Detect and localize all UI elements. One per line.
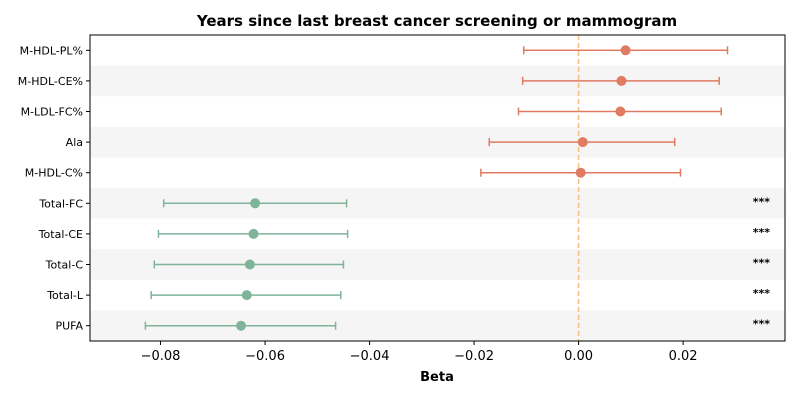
x-axis: −0.08 −0.06 −0.04 −0.02 0.00 0.02 [141, 341, 698, 364]
y-tick-label: Total-C [45, 259, 84, 272]
x-tick-label: −0.04 [350, 349, 390, 364]
plot-frame [89, 34, 786, 342]
point-estimate [577, 137, 588, 148]
significance-label: *** [753, 287, 771, 300]
x-tick-label: −0.08 [141, 349, 181, 364]
y-tick-label: Total-L [46, 289, 84, 302]
x-tick-label: −0.06 [245, 349, 285, 364]
row-band [90, 126, 785, 158]
point-estimate [244, 259, 255, 270]
y-tick-label: Ala [66, 136, 83, 149]
y-tick-label: M-HDL-C% [25, 167, 83, 180]
x-tick-label: 0.02 [669, 349, 698, 364]
point-estimate [616, 75, 627, 86]
significance-label: *** [753, 257, 771, 270]
y-tick-label: Total-FC [38, 197, 83, 210]
data-marks: *** *** *** *** *** [144, 45, 771, 331]
point-estimate [248, 228, 259, 239]
x-tick-label: −0.02 [454, 349, 494, 364]
significance-label: *** [753, 318, 771, 331]
chart-title: Years since last breast cancer screening… [196, 12, 677, 30]
x-tick-label: 0.00 [564, 349, 593, 364]
point-estimate [236, 320, 247, 331]
point-estimate [620, 45, 631, 56]
y-tick-label: PUFA [55, 320, 83, 333]
y-tick-label: Total-CE [38, 228, 83, 241]
point-estimate [250, 198, 261, 209]
significance-label: *** [753, 195, 771, 208]
y-axis-labels: M-HDL-PL% M-HDL-CE% M-LDL-FC% Ala M-HDL-C% To… [18, 44, 90, 333]
point-estimate [615, 106, 626, 117]
point-estimate [241, 290, 252, 301]
y-tick-label: M-HDL-CE% [18, 75, 83, 88]
significance-label: *** [753, 226, 771, 239]
x-axis-label: Beta [420, 370, 454, 385]
point-estimate [575, 167, 586, 178]
y-tick-label: M-HDL-PL% [20, 44, 83, 57]
y-tick-label: M-LDL-FC% [21, 106, 83, 119]
